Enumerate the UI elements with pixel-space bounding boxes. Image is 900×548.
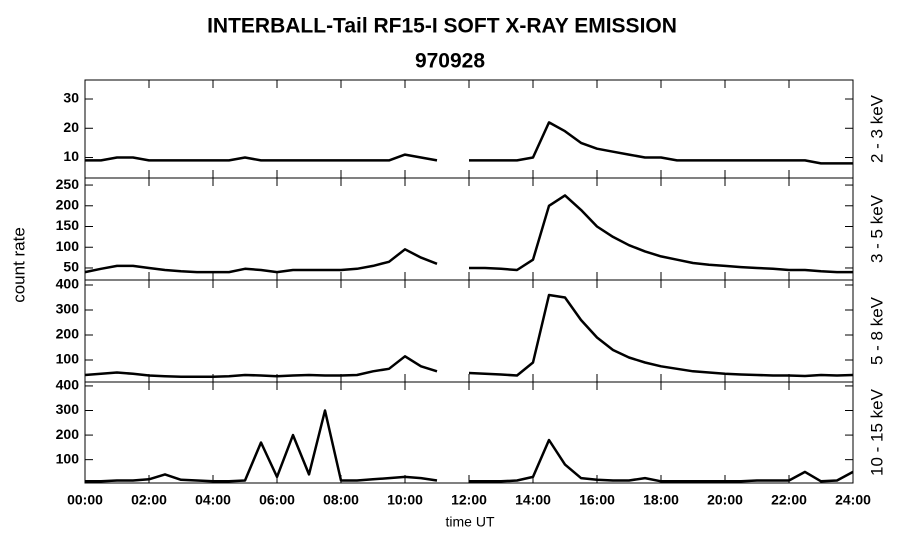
series-line xyxy=(84,194,853,274)
x-tick-label: 24:00 xyxy=(835,492,871,508)
y-tick-label: 100 xyxy=(56,351,80,367)
y-tick-label: 100 xyxy=(56,450,80,466)
x-axis-label: time UT xyxy=(446,514,495,530)
x-tick-label: 02:00 xyxy=(131,492,167,508)
x-tick-label: 20:00 xyxy=(707,492,743,508)
panel-frame xyxy=(84,79,854,179)
panel-label: 2 - 3 keV xyxy=(867,94,886,163)
y-tick-label: 30 xyxy=(63,90,79,106)
y-tick-label: 200 xyxy=(56,196,80,212)
y-tick-label: 50 xyxy=(63,259,79,275)
panel-label: 5 - 8 keV xyxy=(867,296,886,365)
y-tick-label: 400 xyxy=(56,377,80,393)
panel-frame xyxy=(84,177,854,281)
y-tick-label: 150 xyxy=(56,217,80,233)
y-tick-label: 250 xyxy=(56,176,80,192)
panel-label: 10 - 15 keV xyxy=(867,388,886,476)
y-tick-label: 400 xyxy=(56,276,80,292)
x-tick-label: 18:00 xyxy=(643,492,679,508)
x-tick-label: 22:00 xyxy=(771,492,807,508)
x-tick-label: 12:00 xyxy=(451,492,487,508)
y-tick-label: 200 xyxy=(56,326,80,342)
panel-label: 3 - 5 keV xyxy=(867,194,886,263)
x-tick-label: 04:00 xyxy=(195,492,231,508)
x-tick-label: 00:00 xyxy=(67,492,103,508)
x-tick-label: 16:00 xyxy=(579,492,615,508)
chart-title: INTERBALL-Tail RF15-I SOFT X-RAY EMISSIO… xyxy=(207,15,677,38)
panel-frame xyxy=(84,279,854,383)
x-tick-label: 06:00 xyxy=(259,492,295,508)
y-tick-label: 10 xyxy=(63,148,79,164)
y-tick-label: 100 xyxy=(56,238,80,254)
y-axis-label: count rate xyxy=(9,227,28,303)
y-tick-label: 300 xyxy=(56,301,80,317)
x-tick-label: 08:00 xyxy=(323,492,359,508)
y-tick-label: 300 xyxy=(56,401,80,417)
y-tick-label: 200 xyxy=(56,426,80,442)
panel-frame xyxy=(84,381,854,484)
series-line xyxy=(85,121,853,165)
series-line xyxy=(84,293,854,379)
series-line xyxy=(85,409,854,483)
x-tick-label: 14:00 xyxy=(515,492,551,508)
x-tick-label: 10:00 xyxy=(387,492,423,508)
y-tick-label: 20 xyxy=(63,119,79,135)
chart-subtitle: 970928 xyxy=(415,50,485,73)
